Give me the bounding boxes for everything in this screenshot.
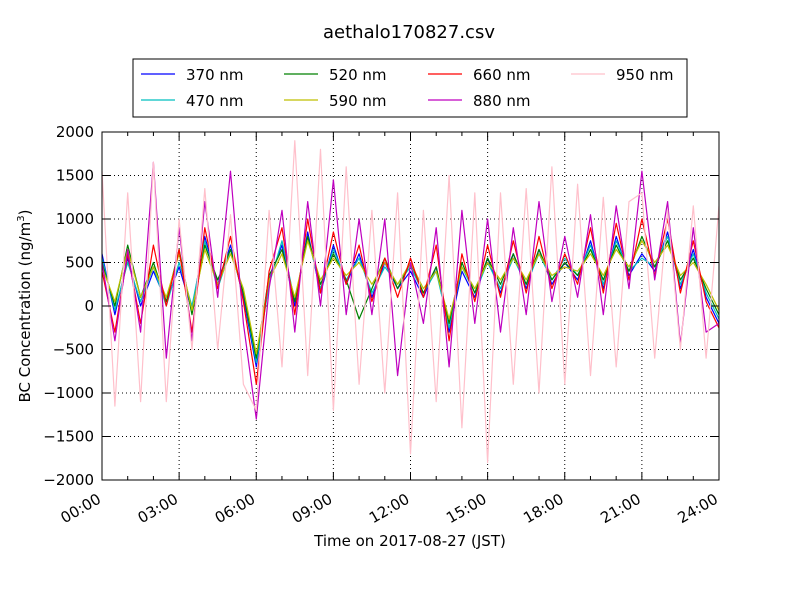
x-tick-label: 06:00 [212, 490, 258, 527]
y-tick-label: −1000 [43, 384, 94, 402]
series-layer [102, 140, 719, 464]
chart-title: aethalo170827.csv [323, 22, 495, 43]
legend-label: 470 nm [186, 92, 244, 110]
y-tick-labels: −2000 −1500 −1000 −500 0 500 1000 1500 2000 [43, 123, 94, 489]
grid [102, 132, 719, 480]
legend-label: 880 nm [473, 92, 531, 110]
y-tick-label: 500 [65, 254, 94, 272]
x-tick-label: 03:00 [135, 490, 181, 527]
series-line [102, 231, 719, 368]
legend-label: 590 nm [329, 92, 387, 110]
y-tick-label: −500 [53, 341, 94, 359]
series-line [102, 218, 719, 385]
legend-label: 370 nm [186, 66, 244, 84]
y-axis-label-main: BC Concentration (ng/m [16, 222, 34, 403]
x-tick-label: 21:00 [597, 490, 643, 527]
y-tick-label: 1500 [56, 167, 94, 185]
y-tick-label: 0 [84, 297, 94, 315]
x-axis-label: Time on 2017-08-27 (JST) [313, 532, 506, 550]
legend-label: 520 nm [329, 66, 387, 84]
legend-frame [132, 58, 688, 118]
x-tick-label: 24:00 [675, 490, 721, 527]
y-axis-label-end: ) [16, 210, 34, 216]
series-line [102, 161, 719, 420]
legend-label: 660 nm [473, 66, 531, 84]
x-tick-label: 00:00 [58, 490, 104, 527]
x-tick-label: 09:00 [289, 490, 335, 527]
series-line [102, 140, 719, 464]
legend: 370 nm 470 nm 520 nm 590 nm 660 nm 880 nm 950 … [132, 58, 688, 118]
legend-label: 950 nm [616, 66, 674, 84]
y-axis-label: BC Concentration (ng/m3) [16, 210, 34, 403]
x-tick-label: 12:00 [366, 490, 412, 527]
x-tick-label: 15:00 [443, 490, 489, 527]
y-axis-label-group: BC Concentration (ng/m3) [16, 210, 34, 403]
axis-ticks [101, 131, 720, 481]
legend-items: 370 nm 470 nm 520 nm 590 nm 660 nm 880 nm 950 … [141, 66, 674, 110]
y-axis-label-sup: 3 [16, 215, 27, 221]
y-tick-label: −2000 [43, 471, 94, 489]
y-tick-label: 2000 [56, 123, 94, 141]
y-tick-label: 1000 [56, 210, 94, 228]
x-tick-labels: 00:00 03:00 06:00 09:00 12:00 15:00 18:00 21:00… [58, 490, 721, 527]
x-tick-label: 18:00 [520, 490, 566, 527]
y-tick-label: −1500 [43, 428, 94, 446]
